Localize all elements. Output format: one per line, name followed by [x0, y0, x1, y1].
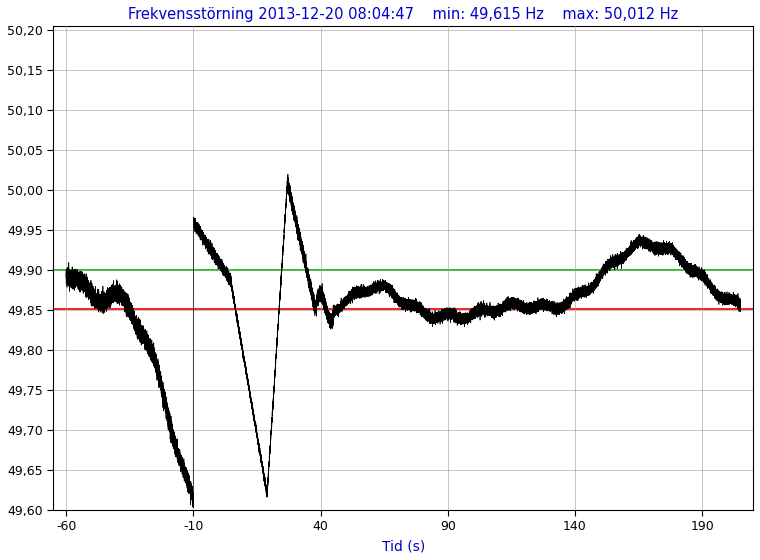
X-axis label: Tid (s): Tid (s): [382, 539, 425, 553]
Title: Frekvensstörning 2013-12-20 08:04:47    min: 49,615 Hz    max: 50,012 Hz: Frekvensstörning 2013-12-20 08:04:47 min…: [128, 7, 679, 22]
